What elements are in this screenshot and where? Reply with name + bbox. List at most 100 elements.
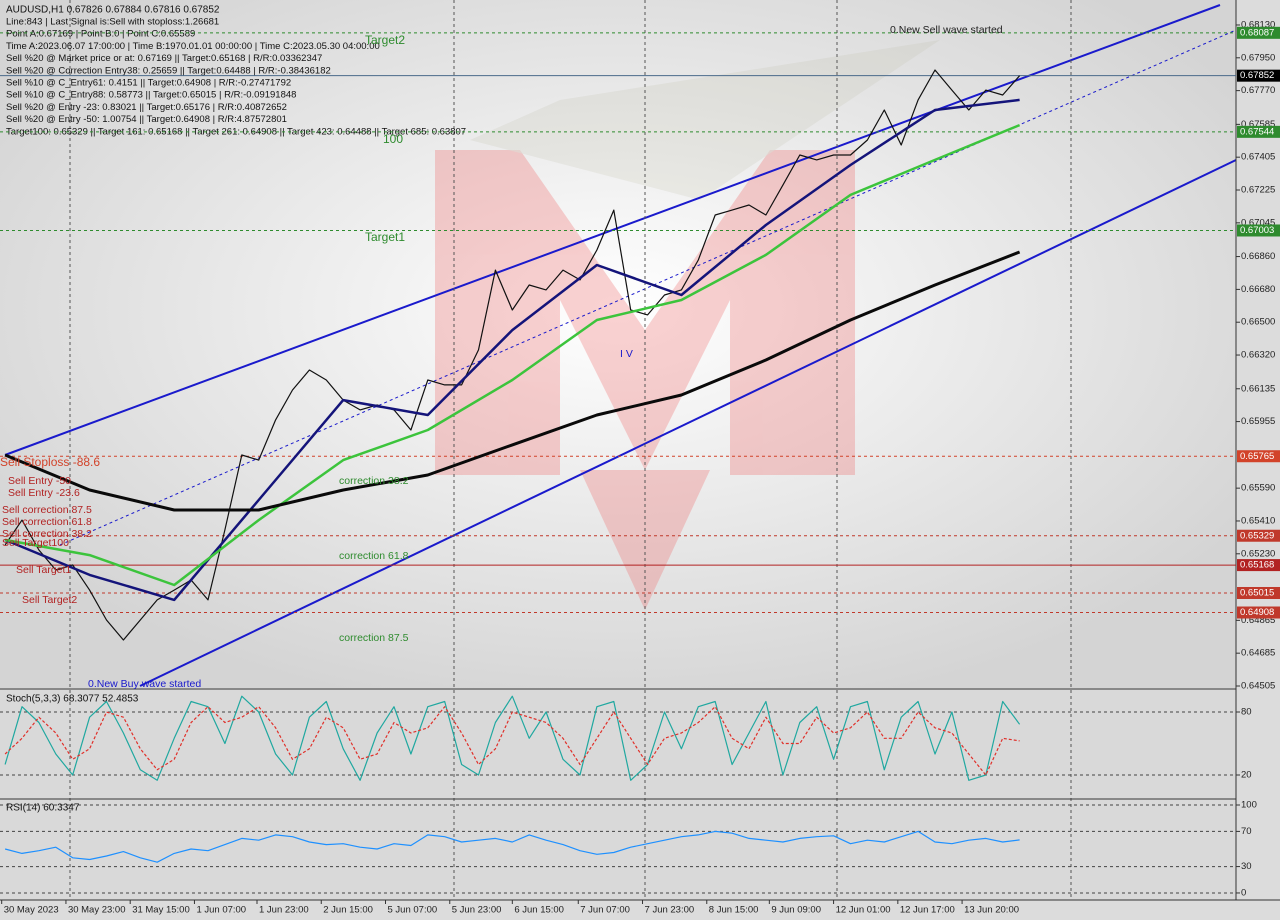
annotation: Sell Entry -23.6: [8, 487, 80, 499]
series-line: [4, 250, 1021, 512]
level-price-label: 0.67852: [1240, 70, 1274, 81]
y-tick-label: 0.67770: [1241, 85, 1275, 96]
x-tick-label: 7 Jun 07:00: [580, 905, 630, 916]
series-line: [4, 98, 1020, 602]
annotation: correction 61.8: [339, 550, 409, 562]
info-line: Sell %20 @ Market price or at: 0.67169 |…: [6, 53, 322, 64]
y-tick-label: 0.67585: [1241, 119, 1275, 130]
y-tick-label: 0.65955: [1241, 416, 1275, 427]
series-line: [4, 830, 1020, 863]
y-tick-label: 0.65590: [1241, 483, 1275, 494]
y-tick-label: 30: [1241, 861, 1252, 872]
level-price-label: 0.64908: [1240, 607, 1274, 618]
annotation: correction 87.5: [339, 632, 409, 644]
info-line: Sell %10 @ C_Entry88: 0.58773 || Target:…: [6, 90, 296, 101]
y-tick-label: 0.66860: [1241, 251, 1275, 262]
x-tick-label: 5 Jun 07:00: [388, 905, 438, 916]
info-line: Line:843 | Last Signal is:Sell with stop…: [6, 17, 219, 28]
annotation: Sell Stoploss -88.6: [0, 455, 100, 469]
level-price-box: [1237, 606, 1280, 619]
chart-title: AUDUSD,H1 0.67826 0.67884 0.67816 0.6785…: [6, 5, 220, 16]
y-tick-label: 0.66680: [1241, 284, 1275, 295]
level-price-label: 0.67544: [1240, 126, 1274, 137]
y-tick-label: 100: [1241, 800, 1257, 811]
annotation: 0.New Buy wave started: [88, 678, 201, 690]
x-tick-label: 5 Jun 23:00: [452, 905, 502, 916]
annotation: Sell Target1: [16, 564, 71, 576]
annotation: Sell Target2: [22, 594, 77, 606]
level-price-label: 0.65765: [1240, 451, 1274, 462]
y-tick-label: 0.64865: [1241, 615, 1275, 626]
level-price-label: 0.65329: [1240, 530, 1274, 541]
annotation: Target2: [365, 33, 405, 47]
y-tick-label: 0.67225: [1241, 185, 1275, 196]
y-tick-label: 0.66500: [1241, 317, 1275, 328]
series-line: [4, 69, 1021, 641]
info-line: Sell %20 @ Correction Entry38: 0.25659 |…: [6, 65, 331, 76]
period-separators: [69, 0, 1072, 900]
annotation: Sell Entry -50: [8, 475, 71, 487]
level-price-box: [1237, 529, 1280, 542]
info-line: Sell %20 @ Entry -23: 0.83021 || Target:…: [6, 102, 287, 113]
level-price-box: [1237, 125, 1280, 138]
level-price-box: [1237, 450, 1280, 463]
annotation: I V: [620, 348, 633, 360]
rsi-title: RSI(14) 60.3347: [6, 803, 80, 814]
annotation: Sell Target100: [2, 537, 69, 549]
y-tick-label: 0.67405: [1241, 152, 1275, 163]
annotation: Target1: [365, 230, 405, 244]
y-tick-label: 0.65410: [1241, 515, 1275, 526]
y-tick-label: 0.66135: [1241, 383, 1275, 394]
stoch-title: Stoch(5,3,3) 68.3077 52.4853: [6, 694, 139, 705]
level-price-label: 0.65168: [1240, 560, 1274, 571]
annotation: 100: [383, 132, 403, 146]
x-tick-label: 1 Jun 07:00: [196, 905, 246, 916]
x-tick-label: 9 Jun 09:00: [771, 905, 821, 916]
info-line: Sell %10 @ C_Entry61: 0.4151 || Target:0…: [6, 78, 291, 89]
x-tick-label: 31 May 15:00: [132, 905, 190, 916]
level-price-label: 0.65015: [1240, 588, 1274, 599]
level-price-label: 0.68087: [1240, 27, 1274, 38]
info-line: Time A:2023.06.07 17:00:00 | Time B:1970…: [6, 41, 380, 52]
annotation: correction 38.2: [339, 475, 409, 487]
y-tick-label: 80: [1241, 707, 1252, 718]
x-tick-label: 30 May 23:00: [68, 905, 126, 916]
level-price-box: [1237, 224, 1280, 237]
y-tick-label: 0.64505: [1241, 681, 1275, 692]
annotation: Sell correction 87.5: [2, 504, 92, 516]
x-tick-label: 8 Jun 15:00: [709, 905, 759, 916]
y-tick-label: 0.68130: [1241, 19, 1275, 30]
main-panel: [0, 0, 1236, 688]
y-tick-label: 0: [1241, 887, 1246, 898]
x-tick-label: 6 Jun 15:00: [514, 905, 564, 916]
panel-borders: [0, 0, 1280, 901]
x-tick-label: 2 Jun 15:00: [323, 905, 373, 916]
y-tick-label: 0.66320: [1241, 350, 1275, 361]
series-line: [4, 706, 1020, 776]
y-tick-label: 0.67045: [1241, 217, 1275, 228]
level-price-box: [1237, 559, 1280, 572]
level-price-label: 0.67003: [1240, 225, 1274, 236]
series-line: [4, 123, 1021, 587]
x-tick-label: 12 Jun 01:00: [836, 905, 891, 916]
x-tick-label: 1 Jun 23:00: [259, 905, 309, 916]
stoch-panel: [0, 690, 1236, 798]
level-price-box: [1237, 69, 1280, 82]
level-price-box: [1237, 586, 1280, 599]
x-tick-label: 12 Jun 17:00: [900, 905, 955, 916]
series-line: [4, 695, 1021, 781]
info-line: Sell %20 @ Entry -50: 1.00754 || Target:…: [6, 114, 287, 125]
y-tick-label: 0.67950: [1241, 52, 1275, 63]
x-tick-label: 13 Jun 20:00: [964, 905, 1019, 916]
info-line: Point A:0.67169 | Point B:0 | Point C:0.…: [6, 29, 195, 40]
y-tick-label: 20: [1241, 770, 1252, 781]
annotation: 0.New Sell wave started: [890, 24, 1003, 36]
y-tick-label: 0.64685: [1241, 648, 1275, 659]
y-tick-label: 70: [1241, 826, 1252, 837]
annotation: Sell correction 61.8: [2, 516, 92, 528]
level-price-box: [1237, 26, 1280, 39]
annotation: Sell correction 38.2: [2, 528, 92, 540]
x-tick-label: 30 May 2023: [4, 905, 59, 916]
